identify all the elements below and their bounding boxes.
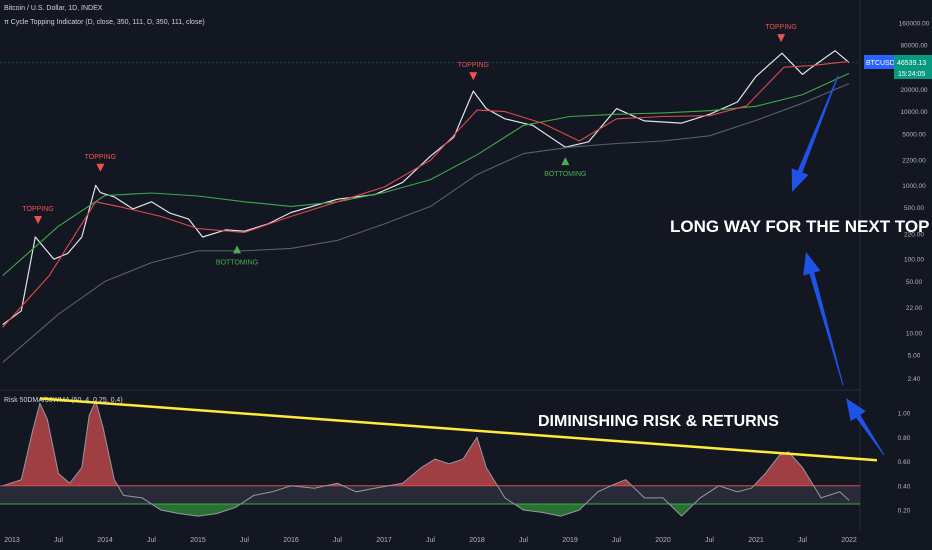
x-tick-label: 2019 (562, 537, 578, 544)
price-pane (0, 50, 860, 363)
y-tick-label: 10.00 (906, 331, 923, 338)
x-tick-label: Jul (612, 537, 621, 544)
price-badge-symbol: BTCUSD (866, 60, 895, 67)
y-tick-label: 160000.00 (899, 20, 930, 27)
price-badge-countdown: 15:24:05 (898, 71, 925, 78)
arrow-risk-up (846, 398, 885, 456)
risk-y-tick-label: 0.40 (898, 483, 911, 490)
bottoming-label: BOTTOMING (216, 259, 258, 266)
x-tick-label: Jul (426, 537, 435, 544)
next-top-label: LONG WAY FOR THE NEXT TOP (670, 217, 929, 236)
topping-marker (777, 34, 786, 43)
series-line-gray_ma (2, 83, 850, 363)
risk-y-tick-label: 1.00 (898, 411, 911, 418)
x-tick-label: Jul (519, 537, 528, 544)
x-tick-label: Jul (705, 537, 714, 544)
arrow-next-top-up (803, 252, 844, 386)
y-tick-label: 2.40 (908, 376, 921, 383)
diminishing-label: DIMINISHING RISK & RETURNS (538, 413, 779, 430)
risk-pane (0, 397, 877, 517)
price-badge-value-bg (894, 55, 932, 79)
topping-marker (469, 72, 478, 81)
series-line-price (2, 50, 850, 326)
topping-marker (96, 163, 105, 172)
y-tick-label: 80000.00 (900, 43, 927, 50)
indicator-legend: π Cycle Topping Indicator (D, close, 350… (4, 19, 205, 26)
topping-label: TOPPING (458, 62, 489, 69)
x-tick-label: 2017 (376, 537, 392, 544)
risk-y-tick-label: 0.80 (898, 435, 911, 442)
bottoming-marker (561, 157, 570, 166)
y-tick-label: 2200.00 (902, 158, 926, 165)
x-tick-label: 2013 (4, 537, 20, 544)
x-tick-label: Jul (240, 537, 249, 544)
chart-title: Bitcoin / U.S. Dollar, 1D, INDEX (4, 5, 103, 12)
arrow-next-top-down (791, 75, 839, 192)
y-tick-label: 5.00 (908, 353, 921, 360)
topping-label: TOPPING (22, 206, 53, 213)
risk-y-tick-label: 0.20 (898, 508, 911, 515)
x-tick-label: 2021 (748, 537, 764, 544)
risk-neutral-band (0, 485, 860, 504)
bottoming-marker (233, 245, 242, 254)
y-tick-label: 10000.00 (900, 109, 927, 116)
risk-area-low (2, 503, 849, 517)
y-tick-label: 1000.00 (902, 183, 926, 190)
x-tick-label: Jul (147, 537, 156, 544)
y-tick-label: 20000.00 (900, 87, 927, 94)
risk-area-high (2, 400, 849, 486)
x-tick-label: Jul (54, 537, 63, 544)
topping-marker (34, 215, 43, 224)
x-tick-label: 2018 (469, 537, 485, 544)
y-tick-label: 22.00 (906, 305, 923, 312)
bottoming-label: BOTTOMING (544, 171, 586, 178)
x-tick-label: 2015 (190, 537, 206, 544)
x-tick-label: 2016 (283, 537, 299, 544)
x-tick-label: 2022 (841, 537, 857, 544)
x-tick-label: 2014 (97, 537, 113, 544)
annotations: TOPPING TOPPING TOPPING TOPPING BOTTOMING BOT… (22, 24, 885, 456)
series-line-risk (2, 399, 850, 517)
y-tick-label: 5000.00 (902, 131, 926, 138)
risk-y-tick-label: 0.60 (898, 459, 911, 466)
y-tick-label: 50.00 (906, 279, 923, 286)
y-tick-label: 100.00 (904, 257, 924, 264)
series-line-green_ma (2, 72, 850, 277)
x-tick-label: 2020 (655, 537, 671, 544)
y-tick-label: 220.00 (904, 231, 924, 238)
price-badge-price: 46539.13 (897, 60, 926, 67)
topping-label: TOPPING (765, 24, 796, 31)
y-tick-label: 500.00 (904, 205, 924, 212)
series-line-red_ma (2, 60, 850, 328)
price-badge[interactable]: BTCUSD 46539.13 15:24:05 (864, 55, 932, 79)
series-line-trendline (39, 397, 877, 462)
x-tick-label: Jul (333, 537, 342, 544)
topping-label: TOPPING (85, 154, 116, 161)
x-tick-label: Jul (798, 537, 807, 544)
